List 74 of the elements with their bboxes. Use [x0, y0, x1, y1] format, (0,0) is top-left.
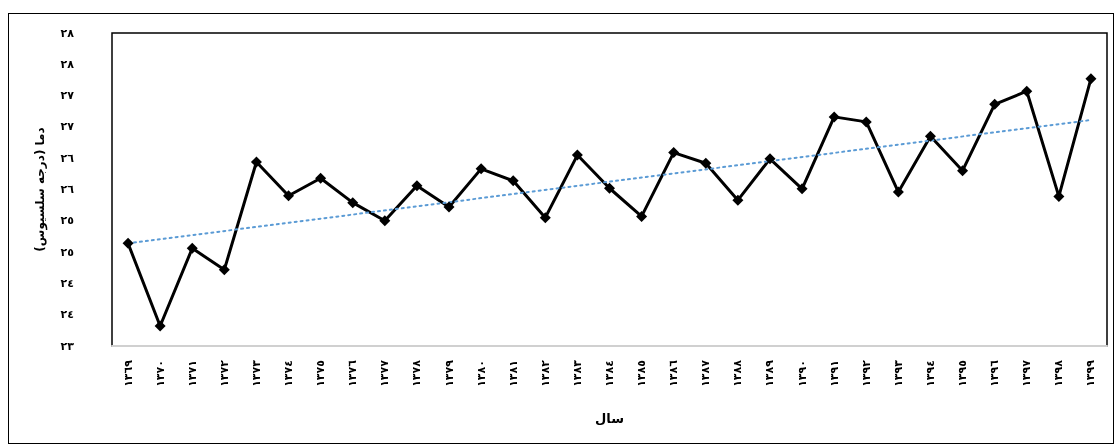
point: [668, 147, 680, 159]
x-tick-label: ١٣٨٤: [603, 360, 616, 387]
x-tick-label: ١٣٩٧: [1020, 359, 1034, 387]
point: [347, 197, 359, 209]
x-tick-label: ١٣٧٣: [249, 359, 263, 387]
point: [604, 182, 615, 194]
y-tick-label: ٢٣: [60, 339, 75, 353]
y-tick-label: ٢٥: [60, 214, 75, 228]
y-tick-label: ٢٦: [60, 183, 75, 196]
y-tick-label: ٢٥: [60, 245, 75, 259]
y-tick-label: ٢٤: [60, 276, 74, 290]
x-tick-label: ١٣٦٩: [121, 359, 135, 387]
y-tick-label: ٢٨: [60, 57, 75, 71]
x-tick-label: ١٣٨٥: [635, 359, 649, 387]
y-tick-label: ٢٧: [60, 120, 75, 134]
point: [315, 172, 327, 184]
x-tick-label: ١٣٧٠: [153, 360, 167, 387]
x-tick-label: ١٣٧٩: [442, 359, 456, 387]
point: [250, 156, 262, 168]
x-tick-label: ١٣٨٧: [699, 359, 713, 387]
y-axis-title: دما (درجه سلسیوس): [33, 127, 48, 252]
point: [732, 194, 744, 206]
y-tick-label: ٢٧: [60, 89, 75, 103]
x-tick-label: ١٣٩٩: [1084, 359, 1098, 387]
point: [764, 153, 776, 165]
y-tick-label: ٢٨: [60, 26, 75, 40]
x-tick-label: ١٣٨٦: [667, 359, 681, 387]
point: [571, 149, 583, 161]
point: [475, 163, 487, 175]
point: [860, 116, 872, 128]
x-tick-label: ١٣٧٥: [314, 359, 328, 387]
x-tick-label: ١٣٧٧: [378, 359, 392, 387]
point: [957, 165, 969, 177]
x-axis-title: سال: [595, 411, 624, 426]
x-tick-label: ١٣٩١: [827, 360, 841, 387]
x-tick-label: ١٣٨٣: [570, 359, 584, 387]
point: [218, 264, 230, 276]
point: [122, 237, 134, 249]
x-tick-label: ١٣٩٤: [923, 360, 937, 387]
x-tick-label: ١٣٩٨: [1052, 359, 1066, 387]
point: [411, 180, 423, 192]
point: [379, 215, 391, 227]
point: [186, 242, 198, 254]
x-tick-label: ١٣٩٦: [988, 359, 1002, 387]
x-tick-label: ١٣٨٠: [474, 360, 488, 387]
point: [539, 212, 551, 224]
point: [892, 186, 904, 198]
x-tick-label: ١٣٧٨: [410, 359, 424, 387]
point: [796, 183, 808, 195]
point: [636, 210, 648, 222]
x-tick-label: ١٣٨٢: [538, 359, 552, 387]
point: [1085, 73, 1097, 85]
y-tick-label: ٢٦: [60, 151, 75, 165]
point: [283, 190, 295, 202]
point: [700, 157, 712, 169]
x-tick-label: ١٣٧١: [185, 360, 199, 387]
x-tick-label: ١٣٧٤: [282, 360, 296, 387]
x-tick-label: ١٣٩٣: [891, 359, 905, 387]
point: [924, 130, 936, 142]
x-tick-label: ١٣٩٠: [795, 360, 809, 387]
x-tick-label: ١٣٨٨: [731, 359, 745, 387]
point: [989, 98, 1001, 110]
x-tick-label: ١٣٨٩: [763, 359, 777, 387]
point: [507, 175, 519, 187]
x-tick-label: ١٣٩٥: [956, 359, 970, 387]
y-tick-label: ٢٤: [60, 308, 74, 322]
point: [443, 201, 455, 213]
point: [154, 320, 166, 332]
point: [828, 111, 840, 123]
x-tick-label: ١٣٧٢: [217, 359, 231, 387]
point: [1021, 85, 1033, 97]
x-tick-label: ١٣٨١: [506, 360, 520, 387]
x-tick-label: ١٣٩٢: [859, 359, 873, 387]
x-tick-label: ١٣٧٦: [346, 359, 360, 387]
